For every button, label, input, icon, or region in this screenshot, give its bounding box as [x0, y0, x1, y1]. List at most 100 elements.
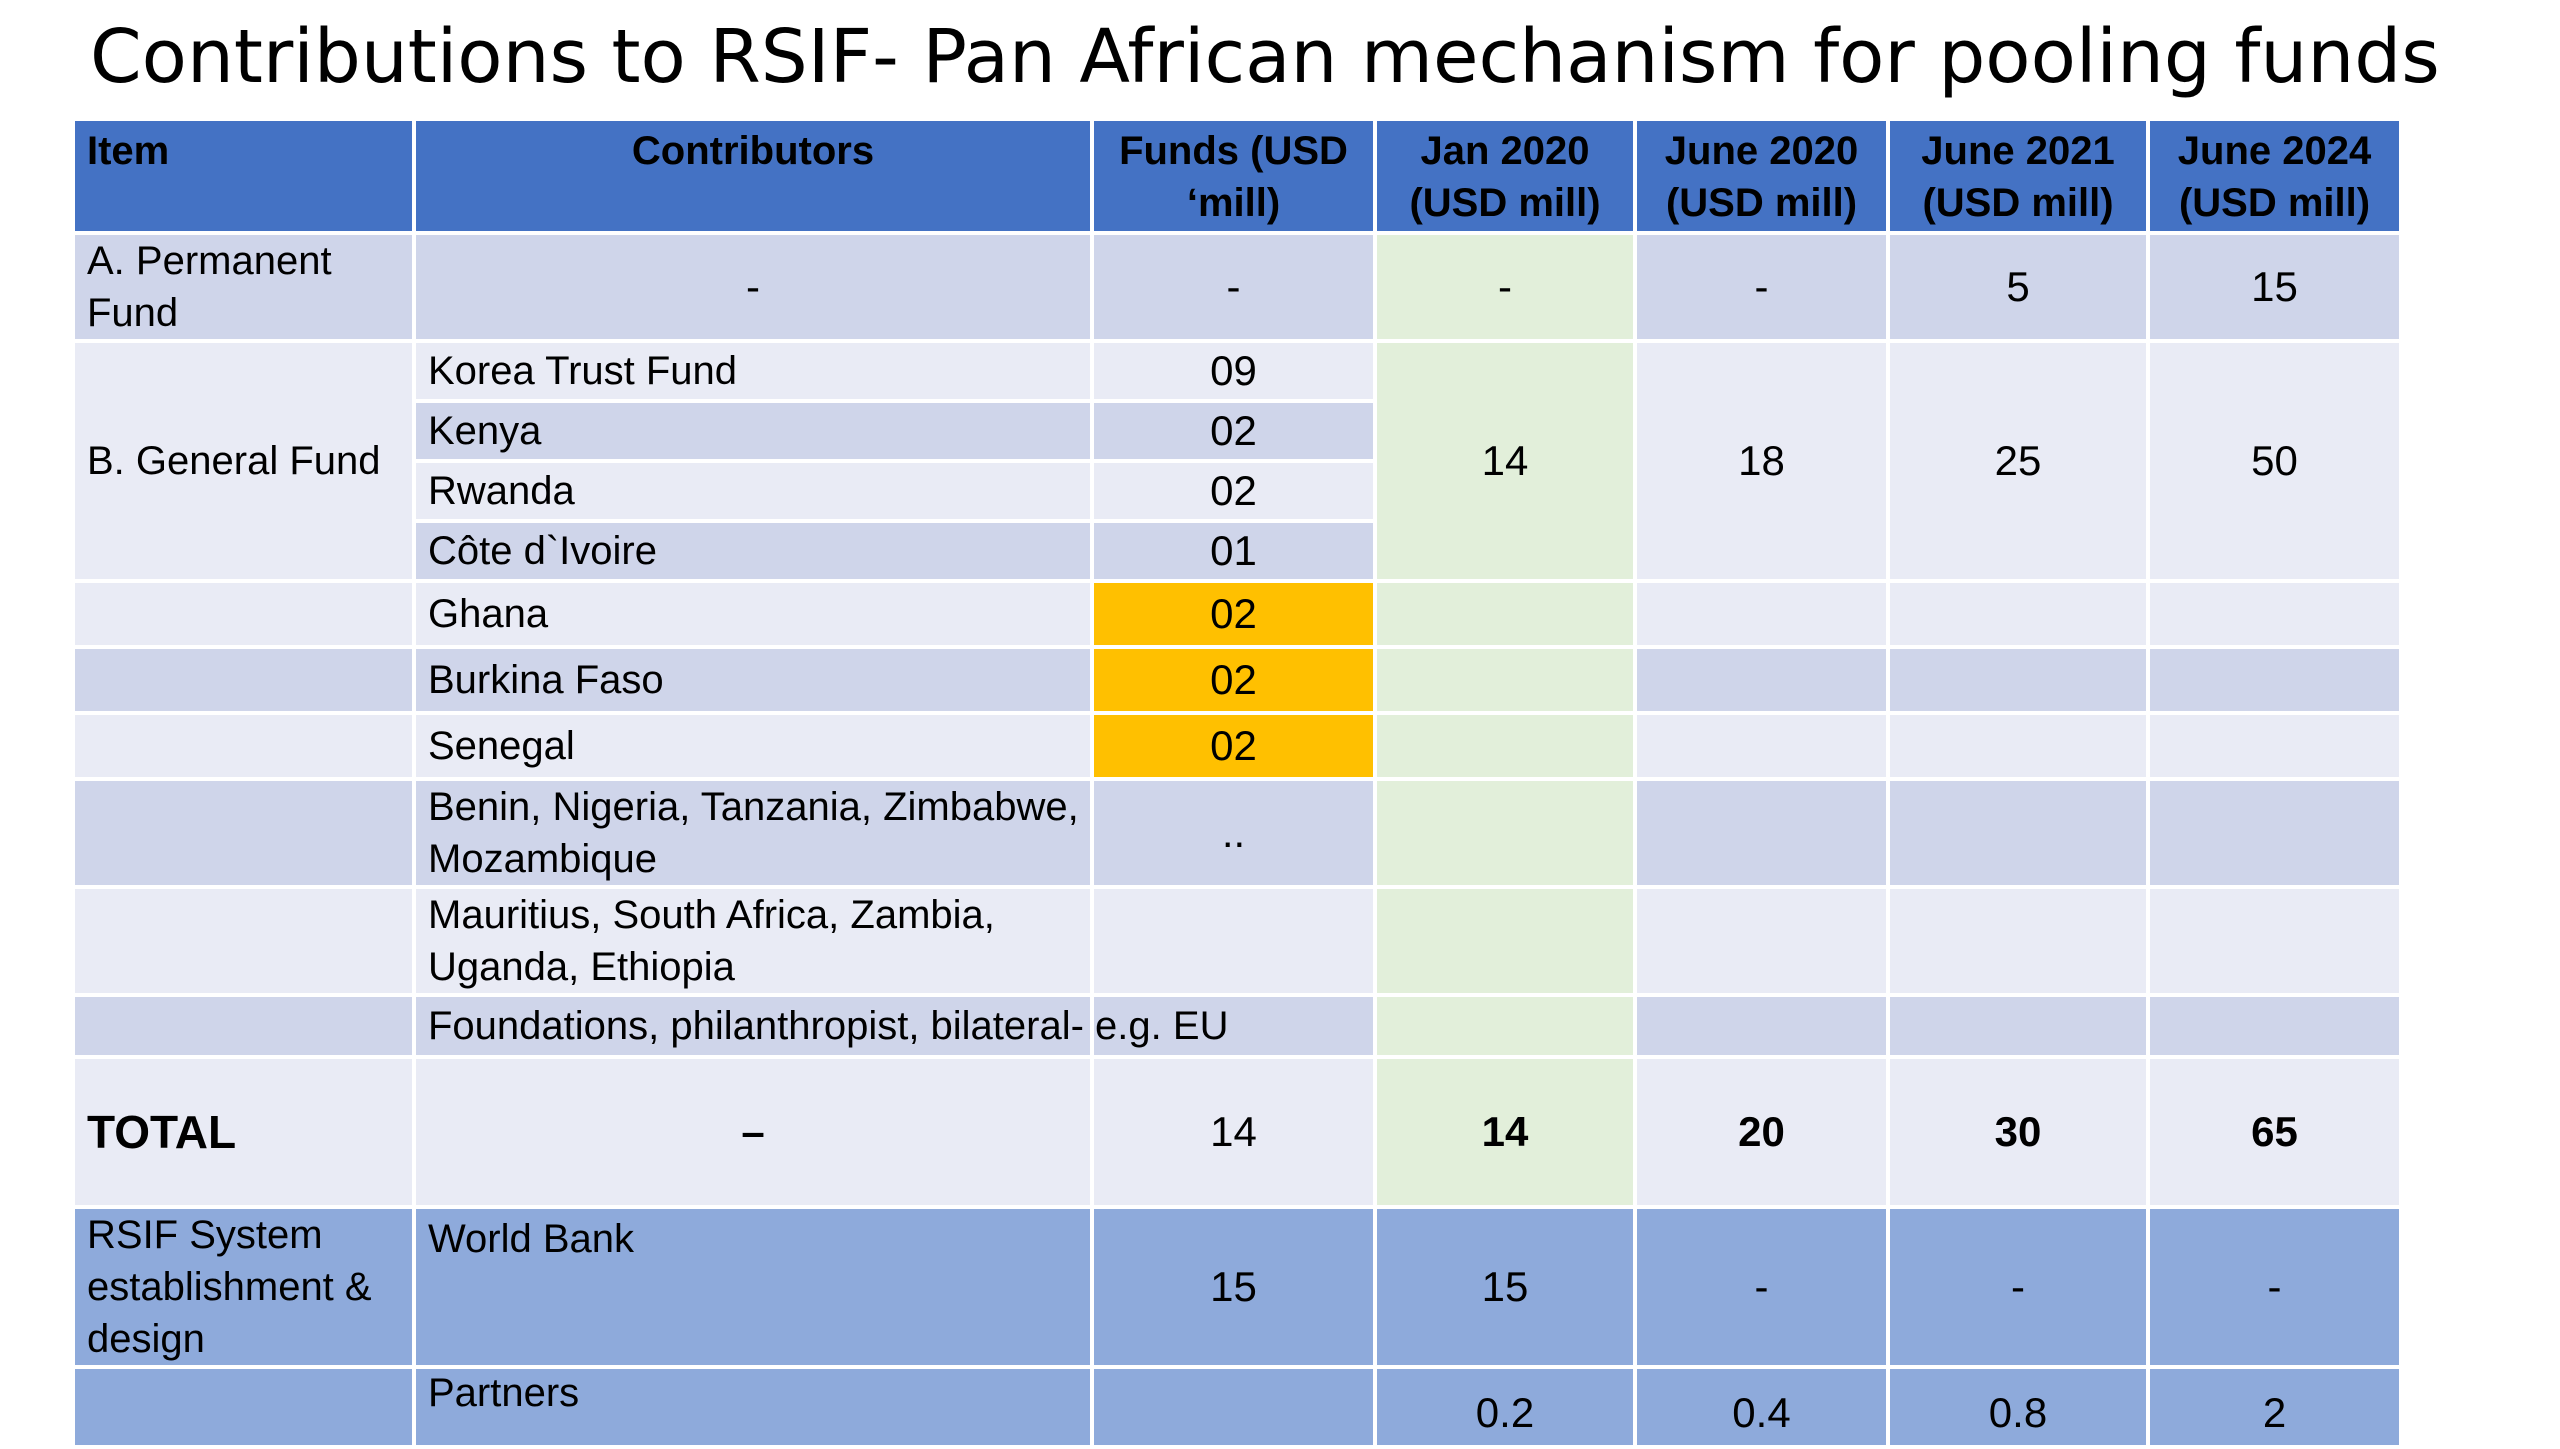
contributor-row: Mauritius, South Africa, Zambia, Uganda,… — [71, 885, 2403, 997]
contributor-funds: 02 — [1090, 645, 1377, 715]
empty-cell — [1633, 579, 1890, 649]
permanent-fund-contributors: - — [412, 231, 1094, 343]
general-fund-row: Côte d`Ivoire 01 — [73, 519, 2401, 583]
header-contributors: Contributors — [412, 117, 1094, 235]
empty-cell — [2146, 777, 2403, 889]
empty-cell — [1633, 777, 1890, 889]
general-fund-label: B. General Fund — [71, 339, 416, 583]
empty-cell — [2146, 711, 2403, 781]
world-bank-jan2020: 15 — [1373, 1205, 1637, 1369]
empty-jan2020-cell — [1373, 711, 1637, 781]
total-funds: 14 — [1090, 1055, 1377, 1209]
contributor-name: Senegal — [412, 711, 1094, 781]
total-contributors: – — [412, 1055, 1094, 1209]
partners-june2024: 2 — [2146, 1365, 2403, 1449]
world-bank-funds: 15 — [1090, 1205, 1377, 1369]
general-fund-row: Kenya 02 — [73, 399, 2401, 463]
contributor-funds: 01 — [1090, 519, 1377, 583]
permanent-fund-june2024: 15 — [2146, 231, 2403, 343]
contributor-funds: 02 — [1090, 579, 1377, 649]
total-june2024: 65 — [2146, 1055, 2403, 1209]
empty-cell — [1886, 711, 2150, 781]
empty-item-cell — [71, 1365, 416, 1449]
empty-cell — [1886, 777, 2150, 889]
empty-jan2020-cell — [1373, 645, 1637, 715]
contributor-name: Korea Trust Fund — [412, 339, 1094, 403]
partners-june2021: 0.8 — [1886, 1365, 2150, 1449]
empty-cell — [1886, 645, 2150, 715]
contributor-name: Mauritius, South Africa, Zambia, Uganda,… — [412, 885, 1094, 997]
empty-cell — [1886, 993, 2150, 1059]
world-bank-june2024: - — [2146, 1205, 2403, 1369]
contributor-funds: 02 — [1090, 399, 1377, 463]
permanent-fund-label: A. Permanent Fund — [71, 231, 416, 343]
empty-cell — [2146, 885, 2403, 997]
empty-item-cell — [71, 579, 416, 649]
total-row: TOTAL – 14 14 20 30 65 — [71, 1055, 2403, 1209]
empty-cell — [1886, 579, 2150, 649]
contributor-row: Senegal 02 — [71, 711, 2403, 781]
empty-cell — [2146, 645, 2403, 715]
header-jan2020: Jan 2020 (USD mill) — [1373, 117, 1637, 235]
empty-jan2020-cell — [1373, 993, 1637, 1059]
partners-row: Partners 0.2 0.4 0.8 2 — [71, 1365, 2403, 1449]
general-fund-june2020: 18 — [1633, 339, 1890, 583]
permanent-fund-june2021: 5 — [1886, 231, 2150, 343]
total-jan2020: 14 — [1373, 1055, 1637, 1209]
partners-funds — [1090, 1365, 1377, 1449]
permanent-fund-june2020: - — [1633, 231, 1890, 343]
empty-cell — [2146, 993, 2403, 1059]
empty-cell — [1633, 645, 1890, 715]
contributor-name: Rwanda — [412, 459, 1094, 523]
header-june2021: June 2021 (USD mill) — [1886, 117, 2150, 235]
general-fund-row: Rwanda 02 — [73, 459, 2401, 523]
empty-item-cell — [71, 885, 416, 997]
empty-jan2020-cell — [1373, 777, 1637, 889]
contributions-table: Item Contributors Funds (USD ‘mill) Jan … — [71, 117, 2403, 1449]
empty-item-cell — [71, 777, 416, 889]
empty-cell — [1633, 993, 1890, 1059]
contributor-name: Côte d`Ivoire — [412, 519, 1094, 583]
empty-jan2020-cell — [1373, 885, 1637, 997]
contributor-funds — [1090, 885, 1377, 997]
contributor-row: Foundations, philanthropist, bilateral- … — [71, 993, 2403, 1059]
permanent-fund-jan2020: - — [1373, 231, 1637, 343]
world-bank-june2020: - — [1633, 1205, 1890, 1369]
header-june2020: June 2020 (USD mill) — [1633, 117, 1890, 235]
total-june2021: 30 — [1886, 1055, 2150, 1209]
header-item: Item — [71, 117, 416, 235]
empty-item-cell — [71, 711, 416, 781]
contributor-name: World Bank — [412, 1205, 1094, 1369]
general-fund-row: B. General Fund Korea Trust Fund 09 14 1… — [71, 339, 2403, 583]
header-row: Item Contributors Funds (USD ‘mill) Jan … — [71, 117, 2403, 235]
empty-item-cell — [71, 645, 416, 715]
contributor-funds: .. — [1090, 777, 1377, 889]
contributor-row: Burkina Faso 02 — [71, 645, 2403, 715]
rsif-system-label: RSIF System establishment & design — [71, 1205, 416, 1369]
empty-cell — [2146, 579, 2403, 649]
world-bank-june2021: - — [1886, 1205, 2150, 1369]
general-fund-june2021: 25 — [1886, 339, 2150, 583]
total-label: TOTAL — [71, 1055, 416, 1209]
header-june2024: June 2024 (USD mill) — [2146, 117, 2403, 235]
empty-jan2020-cell — [1373, 579, 1637, 649]
empty-cell — [1633, 885, 1890, 997]
slide-title: Contributions to RSIF- Pan African mecha… — [90, 14, 2440, 100]
contributor-name: Kenya — [412, 399, 1094, 463]
partners-jan2020: 0.2 — [1373, 1365, 1637, 1449]
contributor-name: Foundations, philanthropist, bilateral- … — [412, 993, 1228, 1059]
contributor-funds: 02 — [1090, 459, 1377, 523]
empty-item-cell — [71, 993, 416, 1059]
contributor-name: Burkina Faso — [412, 645, 1094, 715]
partners-june2020: 0.4 — [1633, 1365, 1890, 1449]
contributor-name: Benin, Nigeria, Tanzania, Zimbabwe, Moza… — [412, 777, 1094, 889]
contributor-name: Ghana — [412, 579, 1094, 649]
contributor-name: Partners — [412, 1365, 1094, 1449]
contributor-row: Ghana 02 — [71, 579, 2403, 649]
contributor-funds — [1090, 993, 1377, 1059]
world-bank-row: RSIF System establishment & design World… — [71, 1205, 2403, 1369]
contributor-funds: 09 — [1090, 339, 1377, 403]
contributor-funds: 02 — [1090, 711, 1377, 781]
contributor-row: Benin, Nigeria, Tanzania, Zimbabwe, Moza… — [71, 777, 2403, 889]
total-june2020: 20 — [1633, 1055, 1890, 1209]
